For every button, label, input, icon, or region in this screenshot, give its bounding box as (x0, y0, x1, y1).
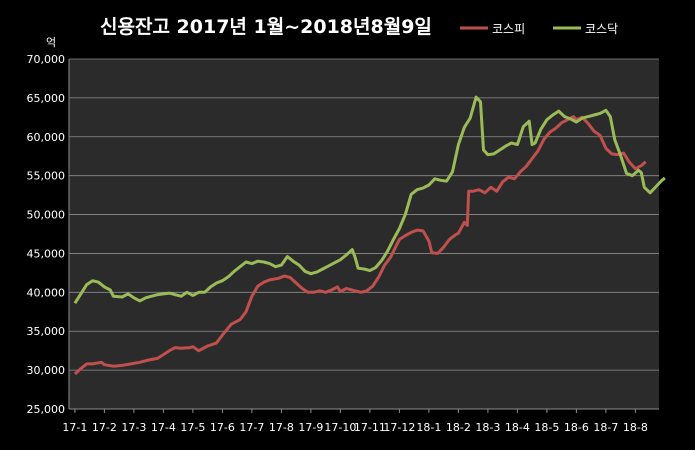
series-line-kospi (73, 115, 647, 376)
series-line-kosdaq (73, 95, 666, 305)
x-tick-label: 18-7 (593, 421, 618, 434)
legend: 코스피 코스닥 (460, 22, 618, 36)
x-tick-label: 17-12 (383, 421, 415, 434)
x-tick-label: 18-6 (564, 421, 589, 434)
x-axis-ticks: 17-1 17-2 17-3 17-4 17-5 17-6 17-7 17-8 17-9 17-1… (62, 409, 648, 434)
x-tick-label: 18-2 (446, 421, 471, 434)
y-tick-label: 25,000 (27, 403, 66, 416)
x-tick-label: 17-10 (324, 421, 356, 434)
y-tick-label: 40,000 (27, 286, 66, 299)
gridlines (68, 58, 659, 410)
y-tick-label: 30,000 (27, 364, 66, 377)
y-tick-label: 50,000 (27, 209, 66, 222)
x-tick-label: 18-4 (505, 421, 530, 434)
legend-label-kospi: 코스피 (492, 22, 525, 36)
plot-area (69, 59, 659, 409)
x-tick-label: 17-11 (354, 421, 386, 434)
series-lines (73, 95, 666, 376)
y-tick-label: 55,000 (27, 170, 66, 183)
y-tick-label: 65,000 (27, 92, 66, 105)
x-tick-label: 18-3 (475, 421, 500, 434)
x-tick-label: 17-3 (121, 421, 146, 434)
chart-title: 신용잔고 2017년 1월~2018년8월9일 (100, 16, 432, 38)
x-tick-label: 17-2 (92, 421, 117, 434)
x-tick-label: 17-7 (239, 421, 264, 434)
x-tick-label: 18-5 (534, 421, 559, 434)
y-tick-label: 35,000 (27, 325, 66, 338)
y-tick-label: 70,000 (27, 53, 66, 66)
x-tick-label: 18-8 (623, 421, 648, 434)
x-tick-label: 17-1 (62, 421, 87, 434)
x-tick-label: 17-8 (269, 421, 294, 434)
legend-label-kosdaq: 코스닥 (585, 22, 618, 36)
x-tick-label: 17-5 (180, 421, 205, 434)
y-tick-label: 45,000 (27, 247, 66, 260)
x-tick-label: 17-9 (298, 421, 323, 434)
y-tick-label: 60,000 (27, 131, 66, 144)
y-axis-unit: 억 (46, 36, 56, 49)
x-tick-label: 17-6 (210, 421, 235, 434)
y-axis-ticks: 25,000 30,000 35,000 40,000 45,000 50,000 55,0… (27, 53, 66, 416)
x-tick-label: 17-4 (151, 421, 176, 434)
x-tick-label: 18-1 (416, 421, 441, 434)
